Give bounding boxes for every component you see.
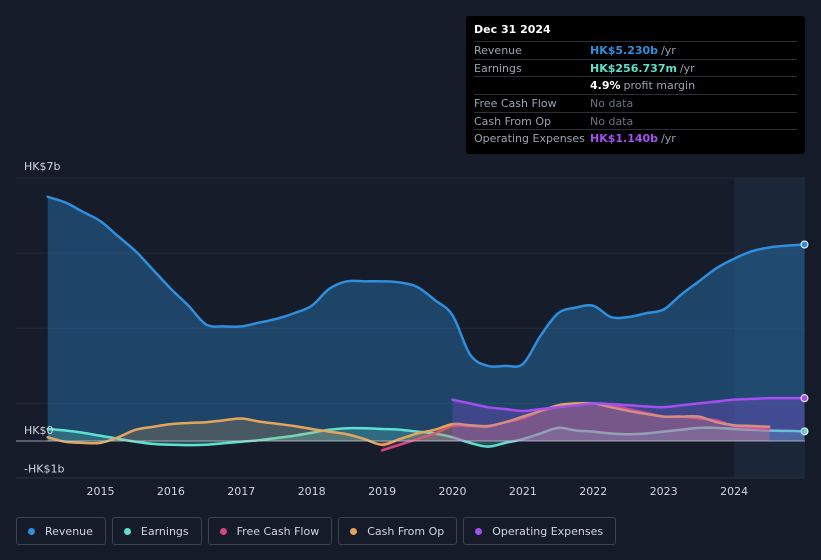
tooltip-value-cash-from-op: No data: [590, 114, 634, 128]
x-tick-label: 2022: [579, 485, 607, 498]
legend: Revenue Earnings Free Cash Flow Cash Fro…: [16, 517, 617, 545]
tooltip-row-revenue: Revenue HK$5.230b /yr: [474, 41, 797, 59]
legend-label: Operating Expenses: [492, 524, 604, 538]
tooltip-row-earnings: Earnings HK$256.737m /yr: [474, 58, 797, 77]
series-area-operating-expenses: [452, 398, 805, 441]
legend-dot-icon: [123, 527, 131, 535]
legend-dot-icon: [219, 527, 227, 535]
x-tick-label: 2021: [509, 485, 537, 498]
x-tick-label: 2016: [157, 485, 185, 498]
legend-item-revenue[interactable]: Revenue: [16, 517, 106, 545]
series-end-marker-operating-expenses: [800, 394, 809, 403]
legend-dot-icon: [475, 527, 483, 535]
y-tick-label: HK$7b: [24, 160, 60, 173]
legend-dot-icon: [350, 527, 358, 535]
x-tick-label: 2015: [87, 485, 115, 498]
series-area-cash-from-op: [47, 403, 770, 445]
legend-item-cash-from-op[interactable]: Cash From Op: [338, 517, 458, 545]
x-tick-label: 2018: [298, 485, 326, 498]
legend-label: Earnings: [140, 524, 189, 538]
series-line-operating-expenses: [451, 396, 806, 413]
tooltip-label: Earnings: [474, 61, 522, 75]
tooltip-label: Cash From Op: [474, 114, 552, 128]
y-tick-label: HK$0: [24, 424, 53, 437]
series-end-marker-earnings: [800, 427, 809, 436]
series-line-revenue: [46, 195, 806, 369]
tooltip-unit: profit margin: [623, 79, 696, 93]
series-area-free-cash-flow: [382, 403, 770, 451]
legend-item-free-cash-flow[interactable]: Free Cash Flow: [207, 517, 333, 545]
tooltip-unit: /yr: [679, 61, 695, 75]
tooltip-row-operating-expenses: Operating Expenses HK$1.140b /yr: [474, 129, 797, 147]
tooltip-value-free-cash-flow: No data: [590, 96, 634, 110]
tooltip-row-cash-from-op: Cash From Op No data: [474, 111, 797, 130]
legend-label: Revenue: [45, 524, 93, 538]
tooltip-value-profit-margin: 4.9%: [590, 79, 621, 93]
tooltip-unit: /yr: [661, 43, 676, 57]
tooltip-label: Revenue: [474, 43, 522, 57]
y-tick-label: -HK$1b: [24, 463, 64, 476]
legend-item-operating-expenses[interactable]: Operating Expenses: [463, 517, 617, 545]
series-end-marker-revenue: [800, 240, 809, 249]
series-area-revenue: [47, 196, 805, 441]
x-tick-label: 2023: [650, 485, 678, 498]
tooltip-unit: /yr: [661, 132, 676, 146]
series-line-cash-from-op: [46, 401, 771, 447]
legend-label: Cash From Op: [367, 524, 445, 538]
tooltip-value-operating-expenses: HK$1.140b: [590, 132, 659, 146]
x-tick-label: 2020: [439, 485, 467, 498]
tooltip-row-free-cash-flow: Free Cash Flow No data: [474, 94, 797, 112]
x-tick-label: 2019: [368, 485, 396, 498]
legend-label: Free Cash Flow: [236, 524, 320, 538]
tooltip-value-revenue: HK$5.230b: [590, 43, 659, 57]
tooltip-panel: Dec 31 2024 Revenue HK$5.230b /yr Earnin…: [466, 16, 805, 154]
tooltip-value-earnings: HK$256.737m: [590, 61, 677, 75]
tooltip-label: Free Cash Flow: [474, 96, 557, 110]
legend-dot-icon: [28, 527, 35, 535]
legend-item-earnings[interactable]: Earnings: [111, 517, 202, 545]
x-tick-label: 2024: [720, 485, 748, 498]
x-tick-label: 2017: [227, 485, 255, 498]
tooltip-date: Dec 31 2024: [474, 23, 551, 36]
tooltip-label: Operating Expenses: [474, 132, 585, 146]
tooltip-row-profit-margin: 4.9% profit margin: [474, 76, 797, 94]
